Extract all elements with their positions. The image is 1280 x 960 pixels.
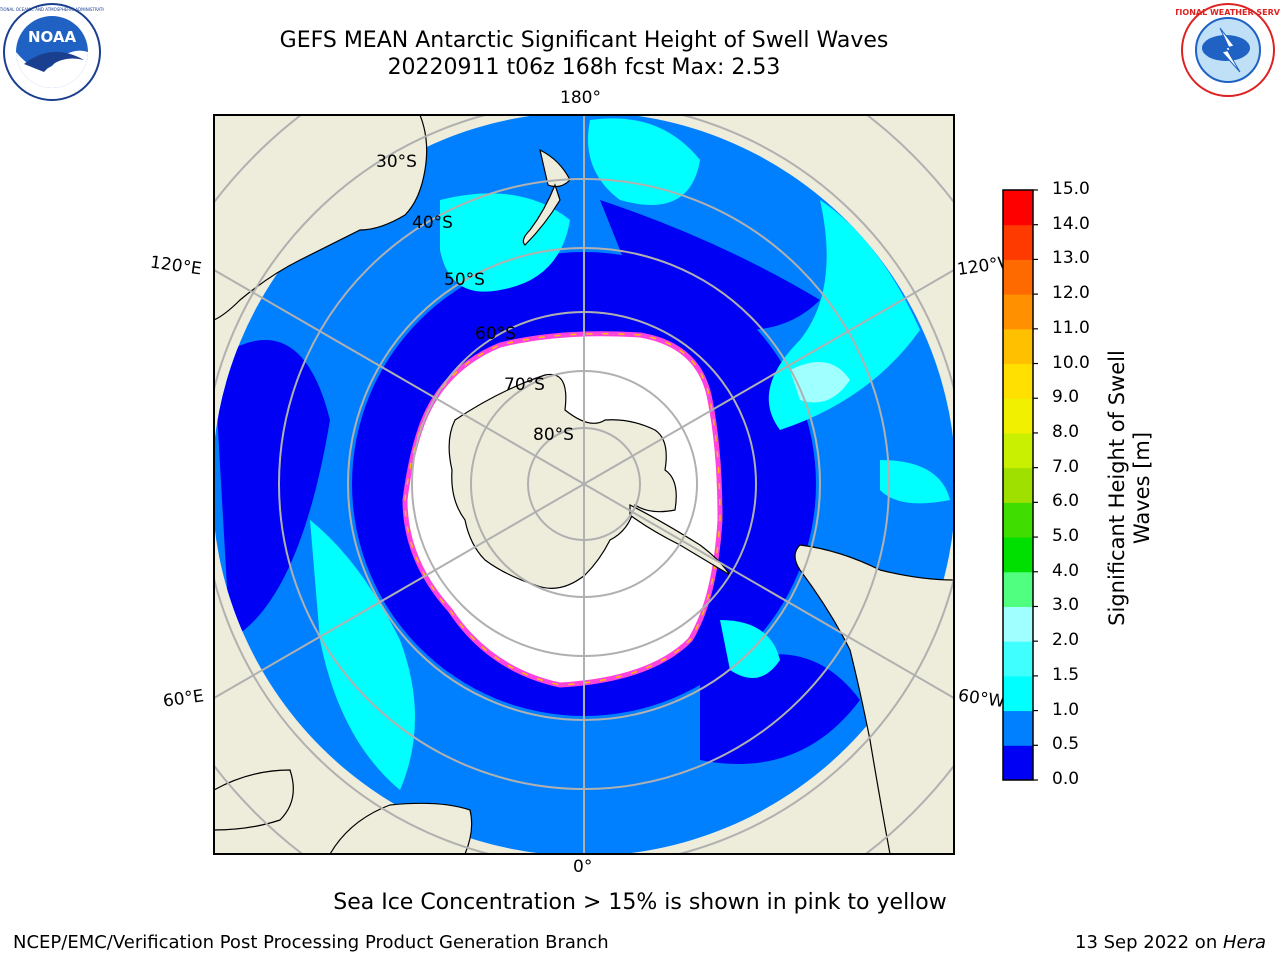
colorbar-tick-label: 3.0: [1052, 595, 1080, 616]
colorbar-tick-label: 8.0: [1052, 421, 1080, 442]
colorbar-tick-label: 15.0: [1052, 179, 1090, 199]
colorbar-tick-label: 5.0: [1052, 526, 1080, 547]
antarctica-landmass: [448, 373, 677, 589]
nws-logo-icon: NATIONAL WEATHER SERVICE: [1176, 3, 1280, 97]
colorbar-tick-label: 1.5: [1052, 664, 1080, 685]
south-america-landmass: [794, 544, 954, 854]
svg-text:NATIONAL OCEANIC AND ATMOSPHER: NATIONAL OCEANIC AND ATMOSPHERIC ADMINIS…: [0, 7, 104, 12]
colorbar-swatch: [1003, 502, 1033, 538]
colorbar-swatch: [1003, 606, 1033, 642]
colorbar-swatch: [1003, 398, 1033, 434]
lat-label: 40°S: [412, 213, 453, 233]
colorbar-frame: [1002, 189, 1034, 781]
lon-label-bottom: 0°: [573, 857, 593, 877]
colorbar-swatch: [1003, 571, 1033, 607]
colorbar-swatch: [1003, 190, 1033, 226]
colorbar-swatch: [1003, 641, 1033, 677]
colorbar-tick-label: 11.0: [1052, 317, 1090, 338]
colorbar-tick-label: 14.0: [1052, 213, 1090, 234]
swell-patch: [440, 193, 570, 292]
map-frame: [213, 114, 955, 855]
chart-title: GEFS MEAN Antarctic Significant Height o…: [279, 28, 889, 53]
lat-label: 50°S: [444, 270, 485, 290]
colorbar-swatch: [1003, 467, 1033, 503]
colorbar-tick-label: 2.0: [1052, 630, 1080, 651]
swell-patch: [310, 520, 415, 790]
colorbar-swatch: [1003, 745, 1033, 781]
colorbar-swatch: [1003, 432, 1033, 469]
footer-branch: NCEP/EMC/Verification Post Processing Pr…: [13, 932, 609, 953]
colorbar-tick-label: 1.0: [1052, 699, 1080, 720]
lat-label: 80°S: [533, 425, 574, 445]
colorbar-tick-label: 6.0: [1052, 491, 1080, 512]
chart-subtitle: 20220911 t06z 168h fcst Max: 2.53: [387, 55, 781, 80]
africa-landmass: [214, 769, 294, 831]
caption: Sea Ice Concentration > 15% is shown in …: [333, 890, 947, 915]
lon-label-top: 180°: [560, 88, 601, 108]
colorbar-swatch: [1003, 537, 1033, 573]
colorbar-tick-label: 7.0: [1052, 456, 1080, 477]
madagascar-landmass: [329, 802, 473, 854]
svg-text:NOAA: NOAA: [28, 28, 77, 46]
svg-text:NATIONAL WEATHER SERVICE: NATIONAL WEATHER SERVICE: [1176, 8, 1280, 17]
colorbar-tick-label: 12.0: [1052, 283, 1090, 304]
colorbar-swatch: [1003, 363, 1033, 399]
colorbar-tick-label: 0.5: [1052, 734, 1080, 755]
colorbar-tick-label: 9.0: [1052, 387, 1080, 408]
lat-label: 60°S: [475, 324, 516, 344]
colorbar-swatch: [1003, 259, 1033, 295]
noaa-logo-icon: NOAA NATIONAL OCEANIC AND ATMOSPHERIC AD…: [0, 3, 104, 101]
lat-label: 30°S: [376, 152, 417, 172]
colorbar-swatch: [1003, 328, 1033, 365]
colorbar-tick-label: 0.0: [1052, 769, 1080, 789]
footer-date: 13 Sep 2022 on Hera: [1075, 932, 1266, 953]
colorbar-swatch: [1003, 294, 1033, 330]
colorbar-tick-label: 10.0: [1052, 352, 1090, 373]
colorbar-swatch: [1003, 675, 1033, 712]
lat-label: 70°S: [504, 375, 545, 395]
colorbar-swatch: [1003, 710, 1033, 746]
swell-patch: [588, 118, 700, 205]
swell-patch: [880, 460, 950, 504]
colorbar-tick-label: 13.0: [1052, 248, 1090, 269]
colorbar-tick-label: 4.0: [1052, 560, 1080, 581]
colorbar-swatch: [1003, 224, 1033, 260]
colorbar: [1002, 189, 1038, 781]
